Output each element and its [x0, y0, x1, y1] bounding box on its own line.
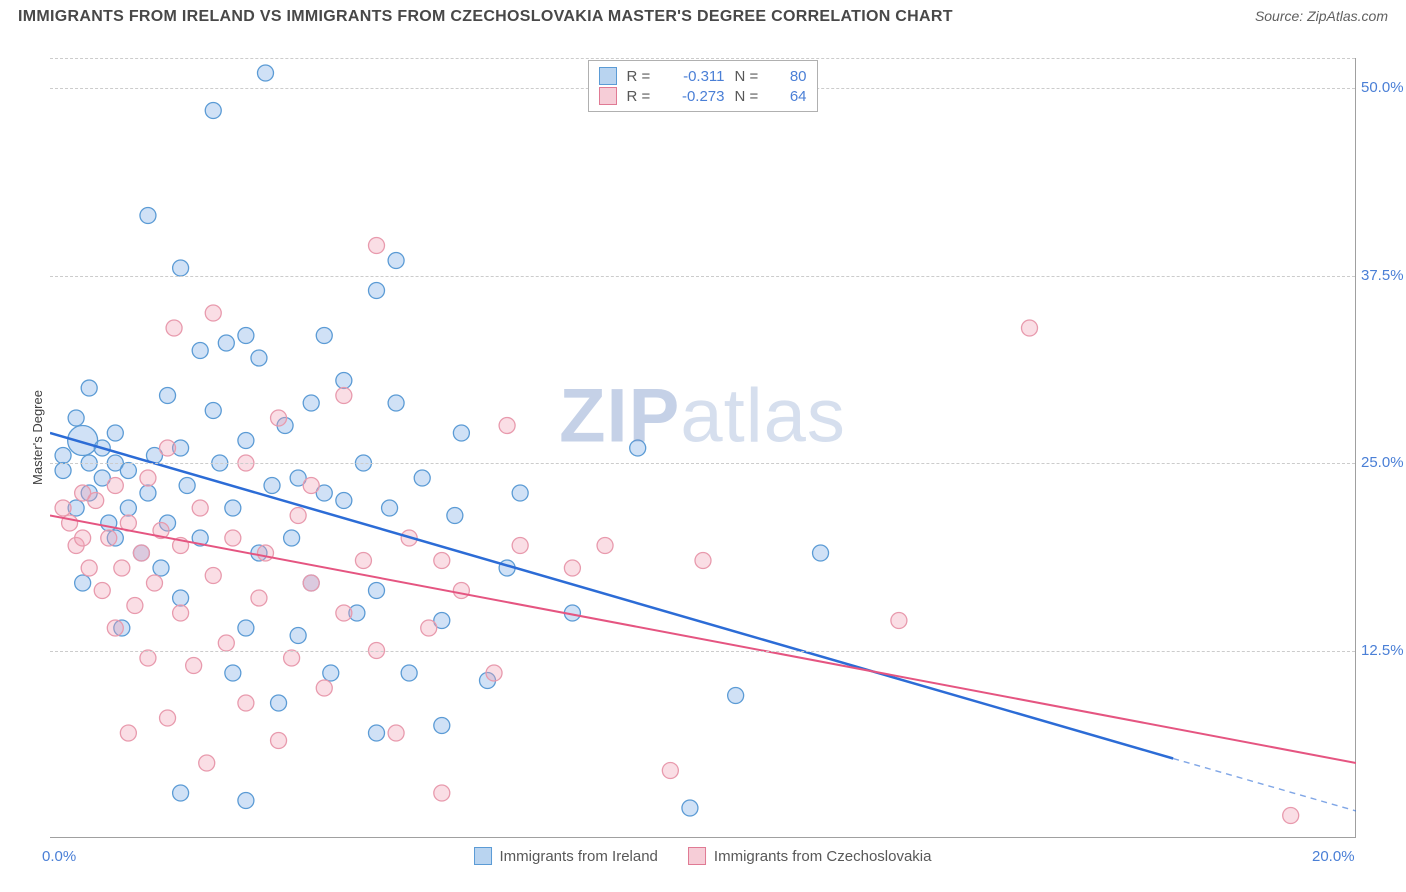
gridline — [50, 651, 1355, 652]
swatch-ireland — [599, 67, 617, 85]
legend-label-czech: Immigrants from Czechoslovakia — [714, 848, 932, 865]
n-label: N = — [735, 68, 767, 85]
r-value-ireland: -0.311 — [669, 68, 725, 85]
swatch-czech-icon — [688, 847, 706, 865]
swatch-ireland-icon — [474, 847, 492, 865]
n-label: N = — [735, 88, 767, 105]
x-tick-label: 20.0% — [1312, 848, 1355, 865]
swatch-czech — [599, 87, 617, 105]
y-tick-label: 50.0% — [1361, 79, 1406, 96]
gridline — [50, 58, 1355, 59]
scatter-plot-svg — [50, 58, 1356, 838]
legend-label-ireland: Immigrants from Ireland — [500, 848, 658, 865]
n-value-czech: 64 — [777, 88, 807, 105]
r-label: R = — [627, 88, 659, 105]
gridline — [50, 276, 1355, 277]
chart-title: IMMIGRANTS FROM IRELAND VS IMMIGRANTS FR… — [18, 8, 953, 26]
correlation-legend: R = -0.311 N = 80 R = -0.273 N = 64 — [588, 60, 818, 112]
legend-item-czech: Immigrants from Czechoslovakia — [688, 847, 932, 865]
n-value-ireland: 80 — [777, 68, 807, 85]
header: IMMIGRANTS FROM IRELAND VS IMMIGRANTS FR… — [0, 0, 1406, 30]
legend-row-czech: R = -0.273 N = 64 — [599, 86, 807, 106]
series-legend: Immigrants from Ireland Immigrants from … — [474, 847, 932, 865]
y-tick-label: 12.5% — [1361, 642, 1406, 659]
y-axis-label: Master's Degree — [30, 390, 45, 485]
legend-item-ireland: Immigrants from Ireland — [474, 847, 658, 865]
y-tick-label: 25.0% — [1361, 454, 1406, 471]
y-tick-label: 37.5% — [1361, 267, 1406, 284]
r-label: R = — [627, 68, 659, 85]
legend-row-ireland: R = -0.311 N = 80 — [599, 66, 807, 86]
r-value-czech: -0.273 — [669, 88, 725, 105]
x-tick-label: 0.0% — [42, 848, 76, 865]
source-citation: Source: ZipAtlas.com — [1255, 8, 1388, 24]
chart-area: ZIPatlas R = -0.311 N = 80 R = -0.273 N … — [50, 58, 1356, 838]
gridline — [50, 463, 1355, 464]
